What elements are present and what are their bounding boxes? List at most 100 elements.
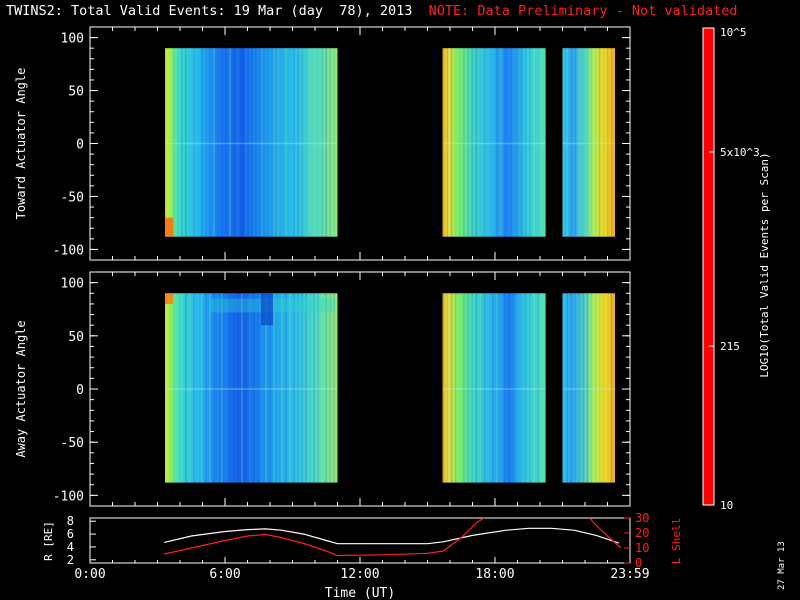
heatmap-stripe	[512, 48, 515, 237]
r-tick-label: 8	[67, 514, 74, 528]
heatmap-stripe	[189, 48, 191, 237]
y-tick-label: 100	[61, 32, 84, 47]
panel-away-actuator-angle: 100 50 0 -50 -100 Away Actuator Angle	[14, 271, 631, 507]
x-tick-label: 12:00	[340, 567, 379, 582]
heatmap-stripe	[602, 293, 605, 483]
heatmap-stripe	[483, 293, 486, 483]
colorbar-tick-label: 5x10^3	[720, 146, 760, 159]
heatmap-stripe	[269, 48, 271, 237]
heatmap-stripe	[529, 48, 531, 237]
heatmap-stripe	[602, 48, 605, 237]
heatmap-stripe	[269, 293, 271, 483]
r-tick-label: 6	[67, 527, 74, 541]
heatmap-stripe	[281, 293, 283, 483]
heatmap-stripe	[582, 48, 585, 237]
heatmap-stripe	[313, 293, 315, 483]
heatmap-stripe	[450, 48, 453, 237]
heatmap-stripe	[454, 293, 457, 483]
heatmap-stripe	[537, 48, 539, 237]
y-tick-label: -50	[61, 190, 84, 205]
heatmap-segment	[562, 48, 615, 237]
heatmap-stripe	[273, 48, 275, 237]
heatmap-stripe	[261, 293, 263, 483]
heatmap-segment	[165, 293, 338, 483]
heatmap-stripe	[492, 48, 494, 237]
r-axis-label: R [RE]	[42, 521, 55, 561]
heatmap-stripe	[221, 293, 223, 483]
heatmap-stripe	[606, 293, 609, 483]
heatmap-stripe	[570, 48, 573, 237]
lshell-tick-label: 10	[635, 541, 649, 555]
heatmap-stripe	[578, 293, 581, 483]
heatmap-stripe	[566, 48, 569, 237]
heatmap-stripe	[504, 293, 506, 483]
heatmap-stripe	[313, 48, 315, 237]
y-tick-label: -100	[53, 243, 84, 258]
heatmap-stripe	[467, 48, 469, 237]
heatmap-stripe	[297, 48, 299, 237]
heatmap-stripe	[309, 48, 311, 237]
heatmap-stripe	[475, 293, 477, 483]
lshell-tick-label: 30	[635, 511, 649, 525]
y-axis-label: Toward Actuator Angle	[14, 68, 28, 220]
heatmap-stripe	[185, 293, 187, 483]
side-stamp: 27 Mar 13	[777, 541, 787, 590]
heatmap-stripe	[594, 293, 597, 483]
heatmap-stripe	[245, 293, 247, 483]
heatmap-stripe	[446, 48, 449, 237]
x-tick-label: 18:00	[475, 567, 514, 582]
heatmap-stripe	[317, 48, 319, 237]
heatmap-stripe	[471, 293, 473, 483]
heatmap-stripe	[197, 293, 199, 483]
colorbar-tick-label: 10	[720, 499, 733, 512]
heatmap-stripe	[233, 293, 235, 483]
heatmap-stripe	[201, 48, 203, 237]
heatmap-stripe	[229, 293, 231, 483]
hot-corner	[165, 293, 173, 304]
y-tick-label: 100	[61, 277, 84, 292]
heatmap-stripe	[508, 293, 510, 483]
heatmap-stripe	[185, 48, 187, 237]
heatmap-stripe	[496, 48, 498, 237]
heatmap-stripe	[520, 293, 523, 483]
heatmap-stripe	[574, 48, 577, 237]
heatmap-stripe	[500, 293, 502, 483]
heatmap-stripe	[181, 48, 183, 237]
lshell-curve	[589, 517, 622, 549]
heatmap-stripe	[245, 48, 247, 237]
heatmap-stripe	[516, 48, 519, 237]
x-tick-label: 0:00	[74, 567, 105, 582]
heatmap-stripe	[173, 293, 175, 483]
heatmap-stripe	[442, 293, 444, 483]
heatmap-stripe	[273, 293, 275, 483]
heatmap-stripe	[533, 48, 535, 237]
heatmap-segment	[165, 48, 338, 237]
r-curve	[164, 527, 619, 545]
heatmap-stripe	[333, 293, 335, 483]
heatmap-stripe	[285, 293, 287, 483]
heatmap-stripe	[293, 293, 295, 483]
heatmap-stripe	[541, 293, 543, 483]
y-tick-label: 50	[68, 330, 84, 345]
heatmap-stripe	[193, 293, 195, 483]
heatmap-stripe	[193, 48, 195, 237]
heatmap-stripe	[533, 293, 535, 483]
heatmap-stripe	[325, 293, 327, 483]
heatmap-stripe	[578, 48, 581, 237]
lshell-tick-label: 20	[635, 526, 649, 540]
heatmap-stripe	[189, 293, 191, 483]
heatmap-stripe	[610, 48, 613, 237]
panel-toward-actuator-angle: 100 50 0 -50 -100 Toward Actuator Angle	[14, 26, 631, 261]
heatmap-segment	[442, 48, 546, 237]
heatmap-stripe	[329, 48, 331, 237]
lshell-tick-label: 0	[635, 556, 642, 570]
colorbar-tick-label: 10^5	[720, 26, 747, 39]
heatmap-stripe	[512, 293, 515, 483]
heatmap-stripe	[169, 48, 171, 237]
heatmap-stripe	[606, 48, 609, 237]
x-axis-label: Time (UT)	[325, 586, 395, 600]
heatmap-stripe	[253, 293, 255, 483]
heatmap-stripe	[459, 293, 461, 483]
y-tick-label: 0	[76, 383, 84, 398]
